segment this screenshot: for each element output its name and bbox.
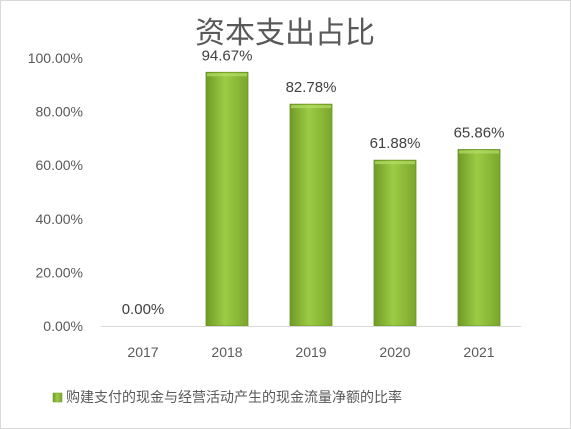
y-tick-label: 60.00%: [36, 157, 83, 173]
bar-highlight: [291, 105, 331, 109]
x-tick-label: 2020: [379, 344, 410, 360]
bar: [289, 103, 333, 327]
y-tick-label: 80.00%: [36, 104, 83, 120]
data-labels: 0.00% 94.67% 82.78% 61.88% 65.86%: [122, 47, 505, 318]
data-label: 82.78%: [286, 79, 337, 96]
bar-highlight: [375, 161, 415, 165]
y-tick-label: 40.00%: [36, 211, 83, 227]
x-tick-label: 2018: [211, 344, 242, 360]
legend-swatch: [52, 392, 63, 403]
x-axis: 2017 2018 2019 2020 2021: [101, 326, 521, 360]
data-label: 61.88%: [370, 135, 421, 152]
data-label: 94.67%: [202, 47, 253, 64]
bar-highlight: [459, 150, 499, 154]
bar-highlight: [207, 73, 247, 77]
x-tick-label: 2017: [127, 344, 158, 360]
legend: 购建支付的现金与经营活动产生的现金流量净额的比率: [52, 389, 402, 406]
y-axis: 0.00% 20.00% 40.00% 60.00% 80.00% 100.00%: [28, 50, 83, 334]
x-tick-label: 2021: [463, 344, 494, 360]
y-tick-label: 100.00%: [28, 50, 83, 66]
bar: [373, 159, 417, 327]
bar: [205, 71, 249, 327]
data-label: 0.00%: [122, 301, 165, 318]
y-tick-label: 0.00%: [43, 318, 83, 334]
legend-label: 购建支付的现金与经营活动产生的现金流量净额的比率: [66, 389, 402, 406]
bar: [457, 149, 501, 327]
data-label: 65.86%: [454, 124, 505, 141]
chart-title: 资本支出占比: [195, 16, 375, 51]
y-tick-label: 20.00%: [36, 264, 83, 280]
x-tick-label: 2019: [295, 344, 326, 360]
bars: [205, 71, 501, 327]
